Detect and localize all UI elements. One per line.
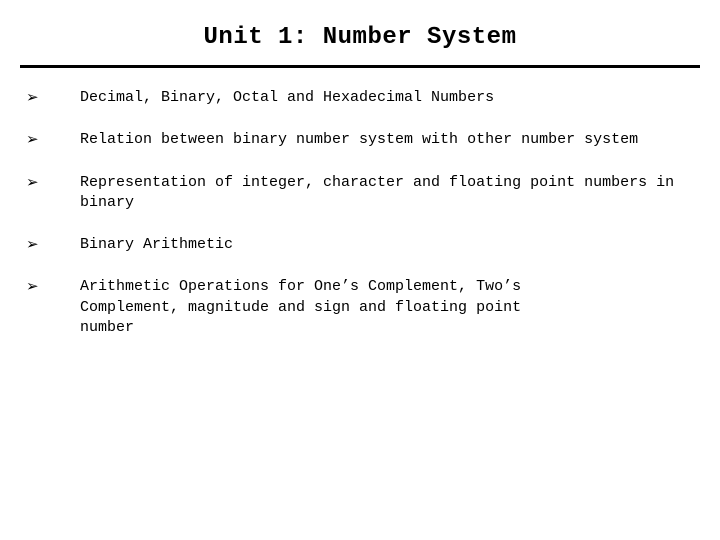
line: number — [80, 318, 694, 338]
list-item: ➢ Binary Arithmetic — [26, 235, 694, 255]
topic-list: ➢ Decimal, Binary, Octal and Hexadecimal… — [20, 88, 700, 338]
justified-block: Arithmetic Operations for One’s Compleme… — [80, 278, 694, 338]
list-item-text: Representation of integer, character and… — [80, 173, 694, 214]
list-item: ➢ Decimal, Binary, Octal and Hexadecimal… — [26, 88, 694, 108]
line: Complement, magnitude and sign and float… — [80, 299, 521, 316]
unit-title: Unit 1: Number System — [20, 24, 700, 65]
list-item: ➢ Relation between binary number system … — [26, 130, 694, 150]
list-item: ➢ Representation of integer, character a… — [26, 173, 694, 214]
chevron-right-icon: ➢ — [26, 88, 80, 108]
chevron-right-icon: ➢ — [26, 277, 80, 297]
list-item-text: Decimal, Binary, Octal and Hexadecimal N… — [80, 88, 694, 108]
slide-page: Unit 1: Number System ➢ Decimal, Binary,… — [0, 0, 720, 540]
list-item-text: Relation between binary number system wi… — [80, 130, 694, 150]
chevron-right-icon: ➢ — [26, 173, 80, 193]
line: Arithmetic Operations for One’s Compleme… — [80, 278, 521, 295]
chevron-right-icon: ➢ — [26, 235, 80, 255]
list-item: ➢ Arithmetic Operations for One’s Comple… — [26, 277, 694, 338]
list-item-text: Binary Arithmetic — [80, 235, 694, 255]
chevron-right-icon: ➢ — [26, 130, 80, 150]
title-rule — [20, 65, 700, 68]
list-item-text: Arithmetic Operations for One’s Compleme… — [80, 277, 694, 338]
